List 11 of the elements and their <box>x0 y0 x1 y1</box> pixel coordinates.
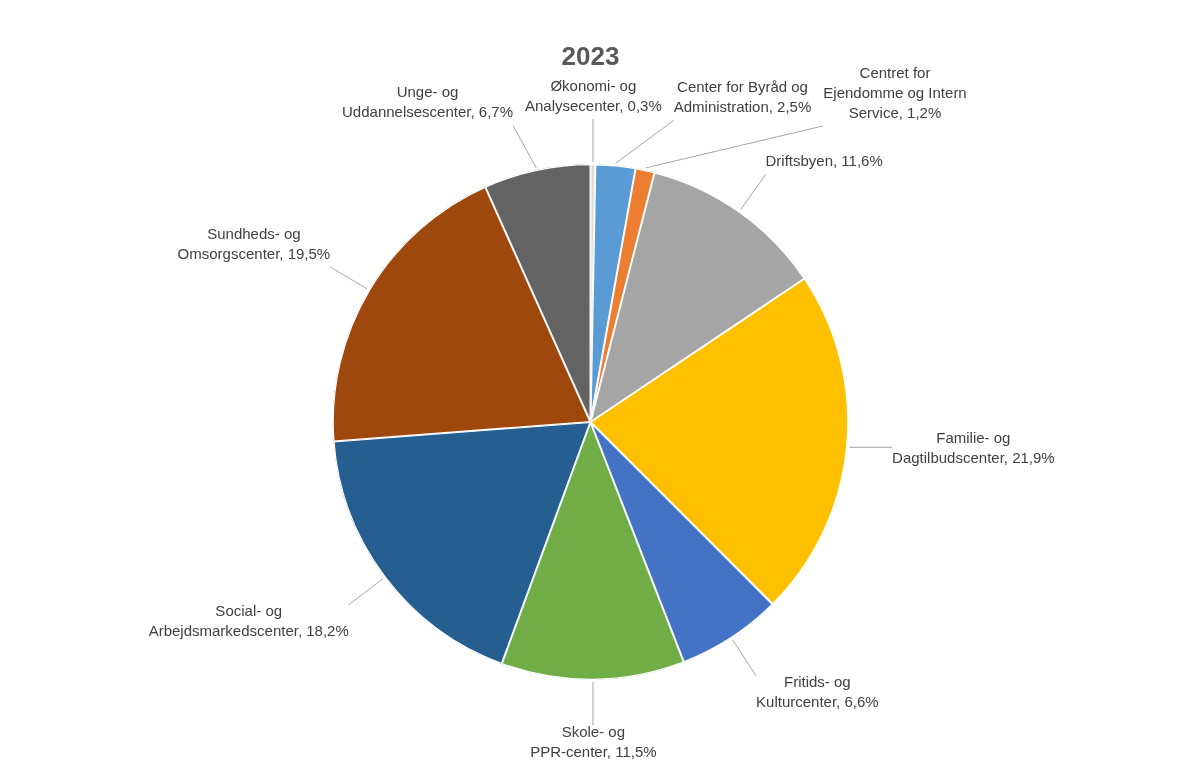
slice-label: Driftsbyen, 11,6% <box>765 152 883 170</box>
slice-label: Social- og Arbejdsmarkedscenter, 18,2% <box>148 602 349 640</box>
slice-label: Sundheds- og Omsorgscenter, 19,5% <box>177 224 331 262</box>
slice-label: Centret for Ejendomme og Intern Service, 1,2% <box>823 63 967 121</box>
slice-label: Økonomi- og Analysecenter, 0,3% <box>524 76 662 114</box>
slice-label: Unge- og Uddannelsescenter, 6,7% <box>342 83 513 121</box>
slice-label: Familie- og Dagtilbudscenter, 21,9% <box>892 429 1055 467</box>
slice-label: Skole- og PPR-center, 11,5% <box>530 722 657 760</box>
chart-title: 2023 <box>561 41 620 72</box>
slice-label: Center for Byråd og Administration, 2,5% <box>673 78 812 116</box>
slice-label: Fritids- og Kulturcenter, 6,6% <box>756 673 879 711</box>
